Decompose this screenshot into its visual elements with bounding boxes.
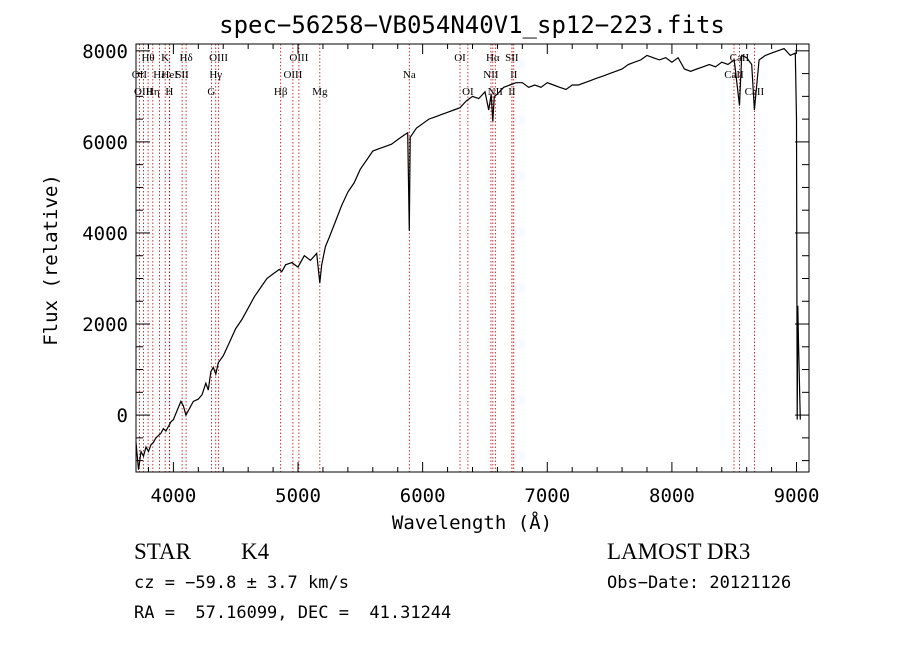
plot-frame xyxy=(135,43,810,473)
line-markers xyxy=(138,44,755,472)
redshift-velocity: cz = −59.8 ± 3.7 km/s xyxy=(134,573,349,593)
line-marker-label: Mg xyxy=(312,86,328,98)
spectrum-series-line xyxy=(135,47,801,470)
line-marker-label: CaII xyxy=(724,69,744,81)
x-tick-label: 8000 xyxy=(649,485,695,507)
line-marker-label: HeI xyxy=(161,69,178,81)
line-marker-label: SII xyxy=(505,52,519,64)
line-marker-label: Hβ xyxy=(274,86,288,98)
y-tick-label: 4000 xyxy=(82,223,128,245)
object-class: STAR xyxy=(134,539,191,564)
line-marker-label: Hη xyxy=(146,86,160,98)
line-marker-label: Na xyxy=(403,69,416,81)
y-tick-label: 8000 xyxy=(82,41,128,63)
y-tick-label: 0 xyxy=(117,405,128,427)
line-marker-label: H xyxy=(165,86,173,98)
line-marker-label: OIII xyxy=(209,52,228,64)
spectral-subclass: K4 xyxy=(241,539,270,564)
line-marker-label: SII xyxy=(175,69,189,81)
chart-title: spec−56258−VB054N40V1_sp12−223.fits xyxy=(219,11,725,39)
line-marker-label: OIII xyxy=(134,86,153,98)
line-marker-label: Hα xyxy=(486,52,500,64)
y-axis-ticks: 0 2000 4000 6000 8000 xyxy=(82,41,809,462)
y-axis-label: Flux (relative) xyxy=(40,174,62,346)
line-marker-label: NII xyxy=(488,86,504,98)
line-marker-label: Hθ xyxy=(141,52,154,64)
line-marker-label: K xyxy=(161,52,169,64)
x-axis-ticks: 4000 5000 6000 7000 8000 9000 xyxy=(147,44,820,507)
line-marker-label: OII xyxy=(132,69,148,81)
line-marker-label: OI xyxy=(454,52,466,64)
line-marker-label: Hε xyxy=(153,69,166,81)
survey-name: LAMOST DR3 xyxy=(607,539,751,564)
line-marker-label: II xyxy=(510,69,518,81)
line-marker-label: OI xyxy=(462,86,474,98)
x-tick-label: 4000 xyxy=(151,485,197,507)
y-tick-label: 6000 xyxy=(82,132,128,154)
line-marker-label: OIII xyxy=(283,69,302,81)
line-marker-label: OIII xyxy=(289,52,308,64)
line-marker-label: NII xyxy=(483,69,499,81)
line-marker-label: CaII xyxy=(730,52,750,64)
x-tick-label: 9000 xyxy=(774,485,820,507)
line-marker-labels: HθOIIOIIIHεHηKHeIHHδSIIOIIIHγGOIIIOIIIHβ… xyxy=(132,52,765,98)
x-tick-label: 5000 xyxy=(275,485,321,507)
y-tick-label: 2000 xyxy=(82,314,128,336)
coordinates: RA = 57.16099, DEC = 41.31244 xyxy=(134,603,452,623)
x-axis-label: Wavelength (Å) xyxy=(392,511,552,534)
observation-date: Obs−Date: 20121126 xyxy=(607,573,792,593)
x-tick-label: 6000 xyxy=(400,485,446,507)
x-tick-label: 7000 xyxy=(524,485,570,507)
line-marker-label: II xyxy=(508,86,516,98)
line-marker-label: Hγ xyxy=(209,69,222,81)
line-marker-label: Hδ xyxy=(180,52,193,64)
line-marker-label: G xyxy=(207,86,215,98)
line-marker-label: CaII xyxy=(745,86,765,98)
